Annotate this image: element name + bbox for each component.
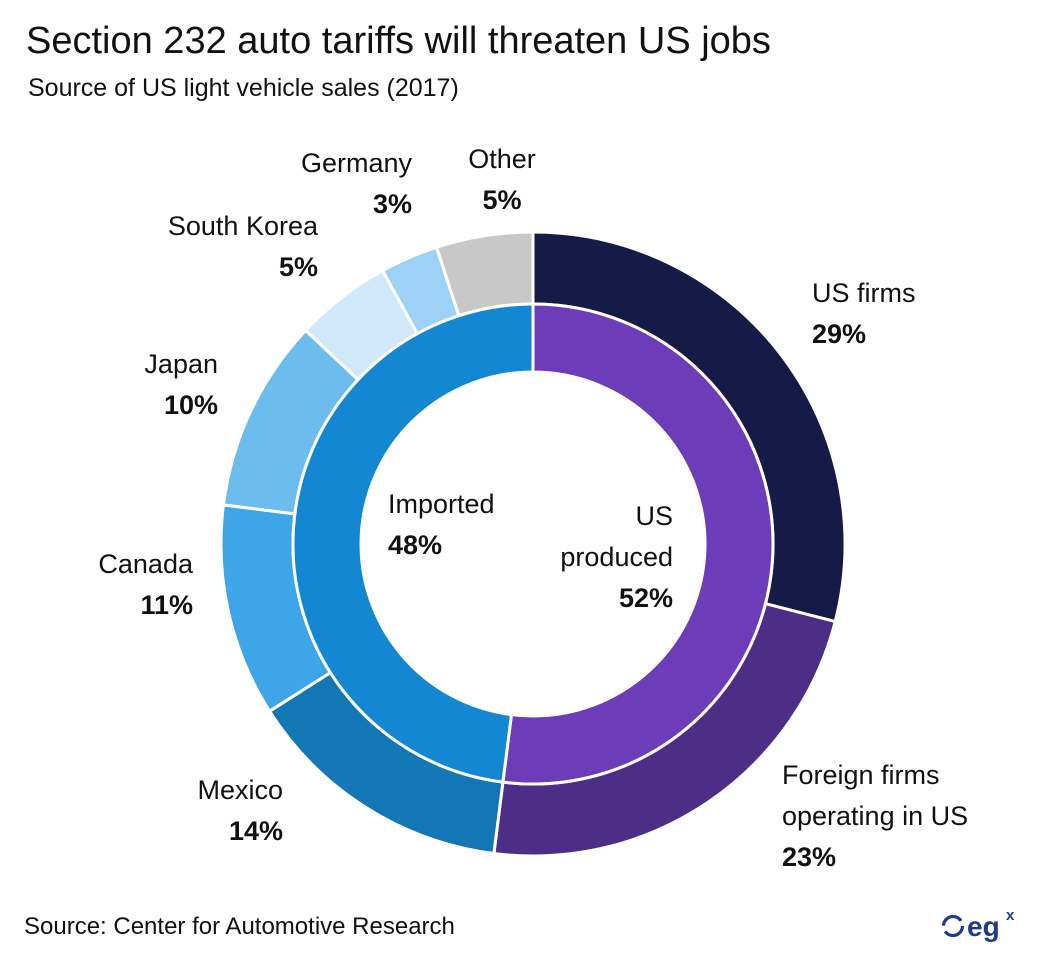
outer-value-canada: 11%	[140, 590, 193, 620]
outer-label-other: Other	[468, 144, 536, 174]
inner-value-imported: 48%	[388, 530, 442, 560]
logo-ring-icon	[941, 914, 965, 938]
outer-label-foreign-firms-operating-in-us-line-2: operating in US	[782, 801, 968, 831]
inner-slice-imported	[291, 302, 535, 784]
outer-label-south-korea: South Korea	[168, 211, 319, 241]
outer-label-mexico: Mexico	[197, 775, 283, 805]
inner-ring	[291, 302, 775, 786]
outer-value-japan: 10%	[164, 390, 218, 420]
outer-value-us-firms: 29%	[812, 319, 866, 349]
outer-label-us-firms: US firms	[812, 278, 916, 308]
outer-ring	[219, 230, 847, 858]
chart-subtitle: Source of US light vehicle sales (2017)	[28, 74, 459, 102]
outer-value-germany: 3%	[373, 189, 412, 219]
logo-superscript: x	[1006, 907, 1015, 924]
outer-label-japan: Japan	[144, 349, 218, 379]
inner-value-us-produced: 52%	[619, 583, 673, 613]
logo-text: eg	[967, 911, 1000, 942]
data-labels: US firms 29% Foreign firms operating in US 2…	[98, 144, 968, 872]
inner-label-us-produced-line-1: US	[635, 501, 673, 531]
outer-value-other: 5%	[482, 185, 521, 215]
inner-slice-us-produced	[501, 302, 775, 786]
outer-value-mexico: 14%	[229, 816, 283, 846]
inner-label-us-produced-line-2: produced	[560, 542, 673, 572]
inner-label-imported: Imported	[388, 489, 495, 519]
source-note: Source: Center for Automotive Research	[24, 913, 455, 940]
chart-title: Section 232 auto tariffs will threaten U…	[26, 20, 771, 62]
egx-logo-icon: eg x	[941, 907, 1015, 942]
outer-label-germany: Germany	[301, 148, 413, 178]
outer-label-foreign-firms-operating-in-us-line-1: Foreign firms	[782, 760, 940, 790]
outer-value-foreign-firms-operating-in-us: 23%	[782, 842, 836, 872]
outer-value-south-korea: 5%	[279, 252, 318, 282]
outer-label-canada: Canada	[98, 549, 194, 579]
